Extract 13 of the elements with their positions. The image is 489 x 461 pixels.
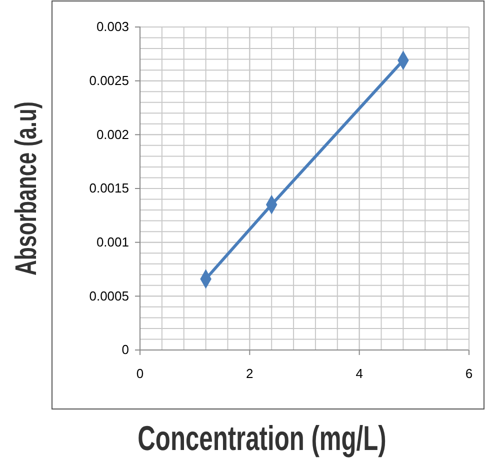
x-tick-label: 0 xyxy=(136,366,144,382)
y-tick-label: 0 xyxy=(122,342,129,358)
y-tick-label: 0.0005 xyxy=(89,288,129,304)
x-tick-label: 6 xyxy=(465,366,473,382)
x-tick-label: 4 xyxy=(356,366,363,382)
y-tick-label: 0.001 xyxy=(96,234,129,250)
y-tick-label: 0.002 xyxy=(96,126,129,142)
y-tick-label: 0.0025 xyxy=(89,72,129,88)
y-axis-title: Absorbance (a.u) xyxy=(8,101,43,276)
x-tick-label: 2 xyxy=(246,366,254,382)
x-axis-title: Concentration (mg/L) xyxy=(138,420,386,458)
y-tick-label: 0.0015 xyxy=(89,180,129,196)
y-tick-label: 0.003 xyxy=(96,19,129,34)
